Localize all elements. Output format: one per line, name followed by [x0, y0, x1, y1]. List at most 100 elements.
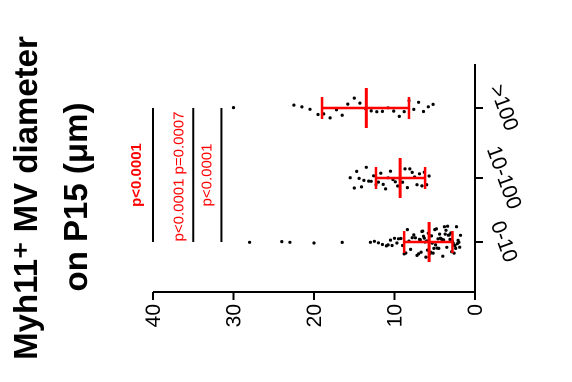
data-point — [429, 234, 434, 238]
data-point — [405, 228, 409, 232]
data-point — [458, 245, 462, 249]
data-point — [368, 240, 372, 244]
data-point — [364, 165, 368, 169]
data-point — [280, 240, 284, 244]
data-point — [431, 251, 435, 255]
data-point — [446, 224, 450, 228]
data-point — [384, 187, 388, 191]
summary-bars — [320, 88, 454, 262]
data-point — [380, 242, 384, 247]
data-point — [427, 174, 431, 178]
data-point — [379, 171, 383, 175]
data-point — [380, 109, 384, 113]
data-point — [312, 241, 316, 245]
data-point — [438, 232, 442, 236]
value-tick-label: 0 — [464, 304, 487, 316]
data-point — [417, 100, 421, 104]
data-point — [420, 184, 424, 188]
data-point — [442, 225, 446, 229]
data-point — [372, 174, 376, 178]
data-point — [403, 167, 407, 171]
data-point — [392, 236, 397, 240]
data-point — [441, 254, 445, 258]
data-point — [408, 167, 412, 171]
data-point — [458, 233, 463, 237]
data-point — [415, 183, 419, 187]
data-point — [357, 176, 361, 180]
data-point — [454, 225, 459, 229]
data-point — [434, 227, 438, 231]
data-point — [431, 102, 435, 106]
p-value-label: p=0.0007 — [170, 112, 187, 175]
data-point — [352, 186, 356, 190]
data-point — [424, 255, 428, 259]
data-point — [422, 236, 426, 240]
data-point — [358, 101, 362, 105]
data-point — [396, 237, 401, 241]
p-value-label: p<0.0001 — [170, 179, 187, 242]
data-point — [417, 172, 422, 176]
data-point — [402, 110, 406, 114]
data-point — [376, 241, 380, 245]
data-point — [231, 106, 236, 110]
data-point — [355, 169, 359, 173]
data-point — [390, 243, 394, 248]
data-point — [442, 238, 446, 242]
data-point — [393, 180, 397, 184]
data-point — [418, 238, 422, 242]
data-point — [340, 240, 344, 244]
data-point — [308, 107, 312, 111]
category-label: 0-10 — [486, 218, 522, 265]
data-point — [412, 233, 416, 237]
data-point — [388, 169, 393, 173]
data-point — [292, 103, 296, 107]
data-point — [369, 179, 373, 183]
data-point — [409, 247, 413, 251]
data-point — [419, 250, 423, 254]
data-point — [288, 240, 292, 244]
data-point — [316, 112, 320, 117]
data-point — [417, 252, 421, 256]
data-point — [453, 244, 457, 248]
value-tick-label: 20 — [303, 304, 326, 327]
data-point — [413, 236, 417, 240]
data-point — [432, 246, 436, 250]
data-point — [399, 236, 403, 241]
value-tick-label: 40 — [142, 304, 165, 327]
data-point — [248, 240, 252, 244]
data-point — [437, 246, 441, 250]
data-point — [436, 237, 440, 241]
data-point — [388, 238, 393, 242]
data-point — [421, 229, 425, 233]
data-point — [362, 178, 366, 182]
data-point — [352, 96, 356, 100]
data-point — [367, 179, 371, 183]
data-point — [359, 185, 364, 189]
data-point — [457, 240, 461, 244]
chart-title-line2: on P15 (μm) — [57, 103, 94, 292]
data-point — [346, 102, 350, 106]
value-tick-label: 30 — [223, 304, 246, 327]
data-point — [426, 105, 430, 109]
data-points — [231, 96, 463, 259]
data-point — [401, 180, 405, 184]
data-point — [376, 180, 380, 184]
axes: 0 10 20 30 40 0-10 10-100 >100 — [142, 64, 526, 327]
p-value-label: p<0.0001 — [198, 144, 215, 207]
data-point — [410, 170, 414, 174]
data-point — [375, 110, 379, 114]
category-label: 10-100 — [482, 143, 526, 212]
data-point — [340, 113, 344, 117]
data-point — [386, 243, 390, 247]
data-point — [410, 236, 414, 240]
data-point — [443, 232, 447, 236]
data-point — [444, 228, 448, 232]
data-point — [397, 114, 401, 118]
p-value-label: p<0.0001 — [128, 143, 145, 207]
data-point — [434, 243, 438, 247]
data-point — [396, 184, 400, 188]
chart-title-line1: Myh11⁺ MV diameter — [7, 36, 44, 360]
category-label: >100 — [485, 82, 523, 134]
data-point — [348, 176, 352, 180]
